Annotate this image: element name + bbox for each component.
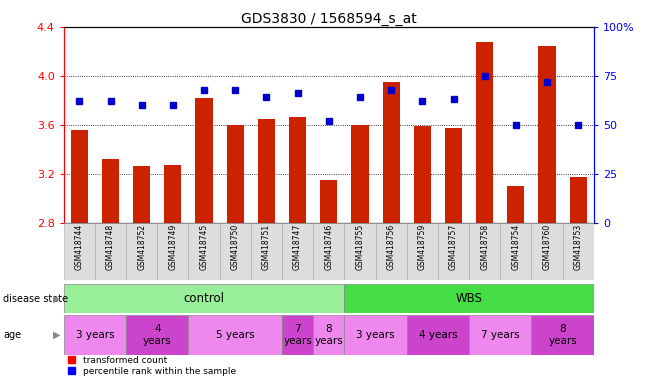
Bar	[344, 315, 407, 355]
Text: GSM418759: GSM418759	[418, 224, 427, 270]
Bar	[445, 129, 462, 223]
Text: ▶: ▶	[53, 293, 60, 304]
Text: age: age	[3, 330, 21, 340]
Bar	[64, 223, 95, 280]
Bar	[102, 159, 119, 223]
Bar	[289, 118, 306, 223]
Bar	[313, 315, 344, 355]
Bar	[476, 41, 493, 223]
Bar	[539, 46, 556, 223]
Text: GSM418755: GSM418755	[356, 224, 364, 270]
Text: GSM418751: GSM418751	[262, 224, 271, 270]
Text: GSM418757: GSM418757	[449, 224, 458, 270]
Text: GSM418749: GSM418749	[168, 224, 177, 270]
Text: GSM418758: GSM418758	[480, 224, 489, 270]
Text: GSM418760: GSM418760	[543, 224, 552, 270]
Bar	[164, 165, 181, 223]
Bar	[414, 126, 431, 223]
Text: 8
years: 8 years	[315, 324, 343, 346]
Title: GDS3830 / 1568594_s_at: GDS3830 / 1568594_s_at	[241, 12, 417, 26]
Text: GSM418756: GSM418756	[386, 224, 396, 270]
Bar	[507, 186, 525, 223]
Bar	[469, 315, 531, 355]
Bar	[376, 223, 407, 280]
Text: GSM418754: GSM418754	[511, 224, 521, 270]
Bar	[407, 315, 469, 355]
Text: GSM418752: GSM418752	[137, 224, 146, 270]
Bar	[320, 180, 338, 223]
Text: 7 years: 7 years	[481, 330, 519, 340]
Bar	[189, 223, 219, 280]
Bar	[501, 223, 531, 280]
Text: ▶: ▶	[53, 330, 60, 340]
Bar	[282, 315, 313, 355]
Text: GSM418747: GSM418747	[293, 224, 302, 270]
Bar	[258, 119, 275, 223]
Bar	[382, 82, 400, 223]
Legend: transformed count, percentile rank within the sample: transformed count, percentile rank withi…	[68, 356, 236, 376]
Bar	[407, 223, 438, 280]
Bar	[531, 223, 563, 280]
Bar	[126, 223, 157, 280]
Bar	[313, 223, 344, 280]
Text: 4 years: 4 years	[419, 330, 457, 340]
Bar	[251, 223, 282, 280]
Bar	[570, 177, 587, 223]
Bar	[195, 98, 213, 223]
Bar	[344, 284, 594, 313]
Text: GSM418748: GSM418748	[106, 224, 115, 270]
Bar	[227, 125, 244, 223]
Text: GSM418745: GSM418745	[199, 224, 209, 270]
Bar	[157, 223, 189, 280]
Bar	[531, 315, 594, 355]
Text: 3 years: 3 years	[76, 330, 114, 340]
Text: GSM418753: GSM418753	[574, 224, 582, 270]
Bar	[126, 315, 189, 355]
Text: GSM418750: GSM418750	[231, 224, 240, 270]
Bar	[563, 223, 594, 280]
Text: 5 years: 5 years	[216, 330, 254, 340]
Bar	[352, 125, 368, 223]
Bar	[469, 223, 501, 280]
Text: 4
years: 4 years	[143, 324, 172, 346]
Text: 3 years: 3 years	[356, 330, 395, 340]
Text: GSM418744: GSM418744	[75, 224, 84, 270]
Bar	[70, 130, 88, 223]
Text: WBS: WBS	[456, 292, 482, 305]
Bar	[189, 315, 282, 355]
Text: control: control	[184, 292, 225, 305]
Bar	[64, 284, 344, 313]
Bar	[344, 223, 376, 280]
Text: 7
years: 7 years	[283, 324, 312, 346]
Text: 8
years: 8 years	[548, 324, 577, 346]
Bar	[64, 315, 126, 355]
Text: disease state: disease state	[3, 293, 68, 304]
Bar	[133, 166, 150, 223]
Bar	[95, 223, 126, 280]
Bar	[282, 223, 313, 280]
Text: GSM418746: GSM418746	[324, 224, 333, 270]
Bar	[438, 223, 469, 280]
Bar	[219, 223, 251, 280]
